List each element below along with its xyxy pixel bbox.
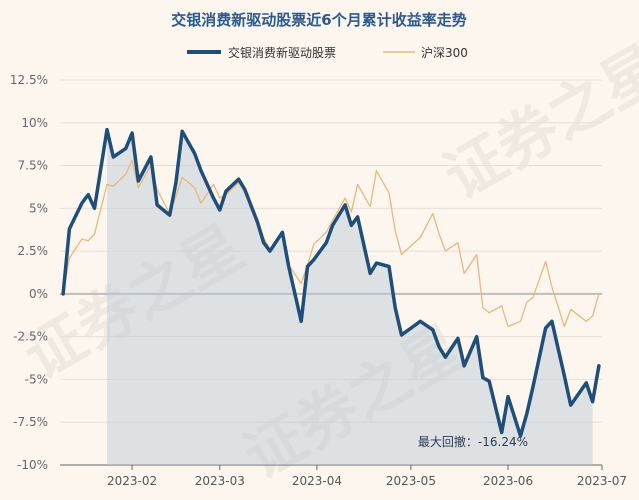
- series-line-fund: [61, 127, 601, 438]
- y-axis: 12.5% 10% 7.5% 5% 2.5% 0% -2.5% -5% -7.5% -10%: [10, 73, 48, 472]
- y-tick-label: -2.5%: [13, 330, 48, 344]
- x-tick-label: 2023-03: [195, 474, 245, 488]
- x-tick-label: 2023-06: [483, 474, 533, 488]
- x-axis: 2023-02 2023-03 2023-04 2023-05 2023-06 2023-…: [107, 465, 627, 488]
- x-tick-label: 2023-05: [386, 474, 436, 488]
- y-tick-label: 5%: [29, 201, 48, 215]
- x-tick-label: 2023-02: [107, 474, 157, 488]
- x-tick-label: 2023-04: [292, 474, 342, 488]
- y-tick-label: 7.5%: [18, 159, 49, 173]
- y-tick-label: 0%: [29, 287, 48, 301]
- chart-title: 交银消费新驱动股票近6个月累计收益率走势: [171, 11, 466, 29]
- legend-label-fund: 交银消费新驱动股票: [228, 45, 336, 60]
- drawdown-shade: [107, 129, 593, 465]
- max-drawdown-label: 最大回撤：-16.24%: [418, 434, 528, 449]
- y-tick-label: 12.5%: [10, 73, 48, 87]
- x-tick-label: 2023-07: [577, 474, 627, 488]
- y-tick-label: 2.5%: [18, 244, 49, 258]
- grid: [60, 79, 602, 466]
- legend: 交银消费新驱动股票 沪深300: [187, 45, 468, 60]
- y-tick-label: -7.5%: [13, 415, 48, 429]
- legend-label-index: 沪深300: [421, 46, 468, 60]
- y-tick-label: 10%: [21, 116, 48, 130]
- drawdown-area: [107, 129, 593, 465]
- y-tick-label: -5%: [25, 372, 48, 386]
- series-group: [61, 127, 601, 438]
- y-tick-label: -10%: [17, 458, 48, 472]
